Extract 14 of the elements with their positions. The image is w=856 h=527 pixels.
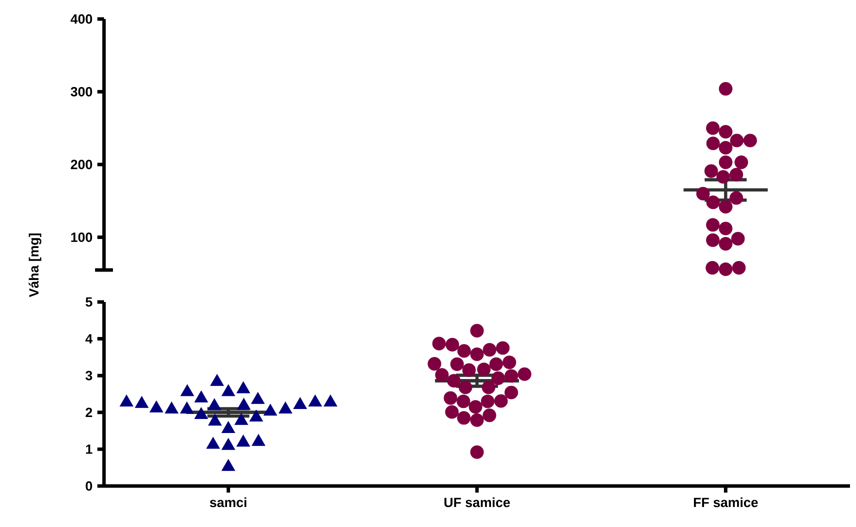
y-tick-label: 400: [70, 14, 92, 24]
y-axis-title: Váha [mg]: [28, 234, 42, 298]
y-tick-label: 100: [71, 232, 92, 242]
y-tick-label: 0: [86, 481, 92, 491]
y-tick-label: 1: [86, 444, 92, 454]
y-tick-label: 3: [86, 370, 92, 380]
y-tick-label: 2: [86, 408, 92, 418]
y-tick-label: 200: [70, 160, 92, 170]
y-tick-label: 5: [86, 297, 92, 307]
x-tick-label: FF samice: [694, 497, 758, 508]
x-tick-label: UF samice: [444, 497, 510, 508]
x-tick-label: samci: [210, 497, 246, 508]
y-tick-label: 300: [70, 87, 92, 96]
y-tick-label: 4: [85, 334, 93, 344]
